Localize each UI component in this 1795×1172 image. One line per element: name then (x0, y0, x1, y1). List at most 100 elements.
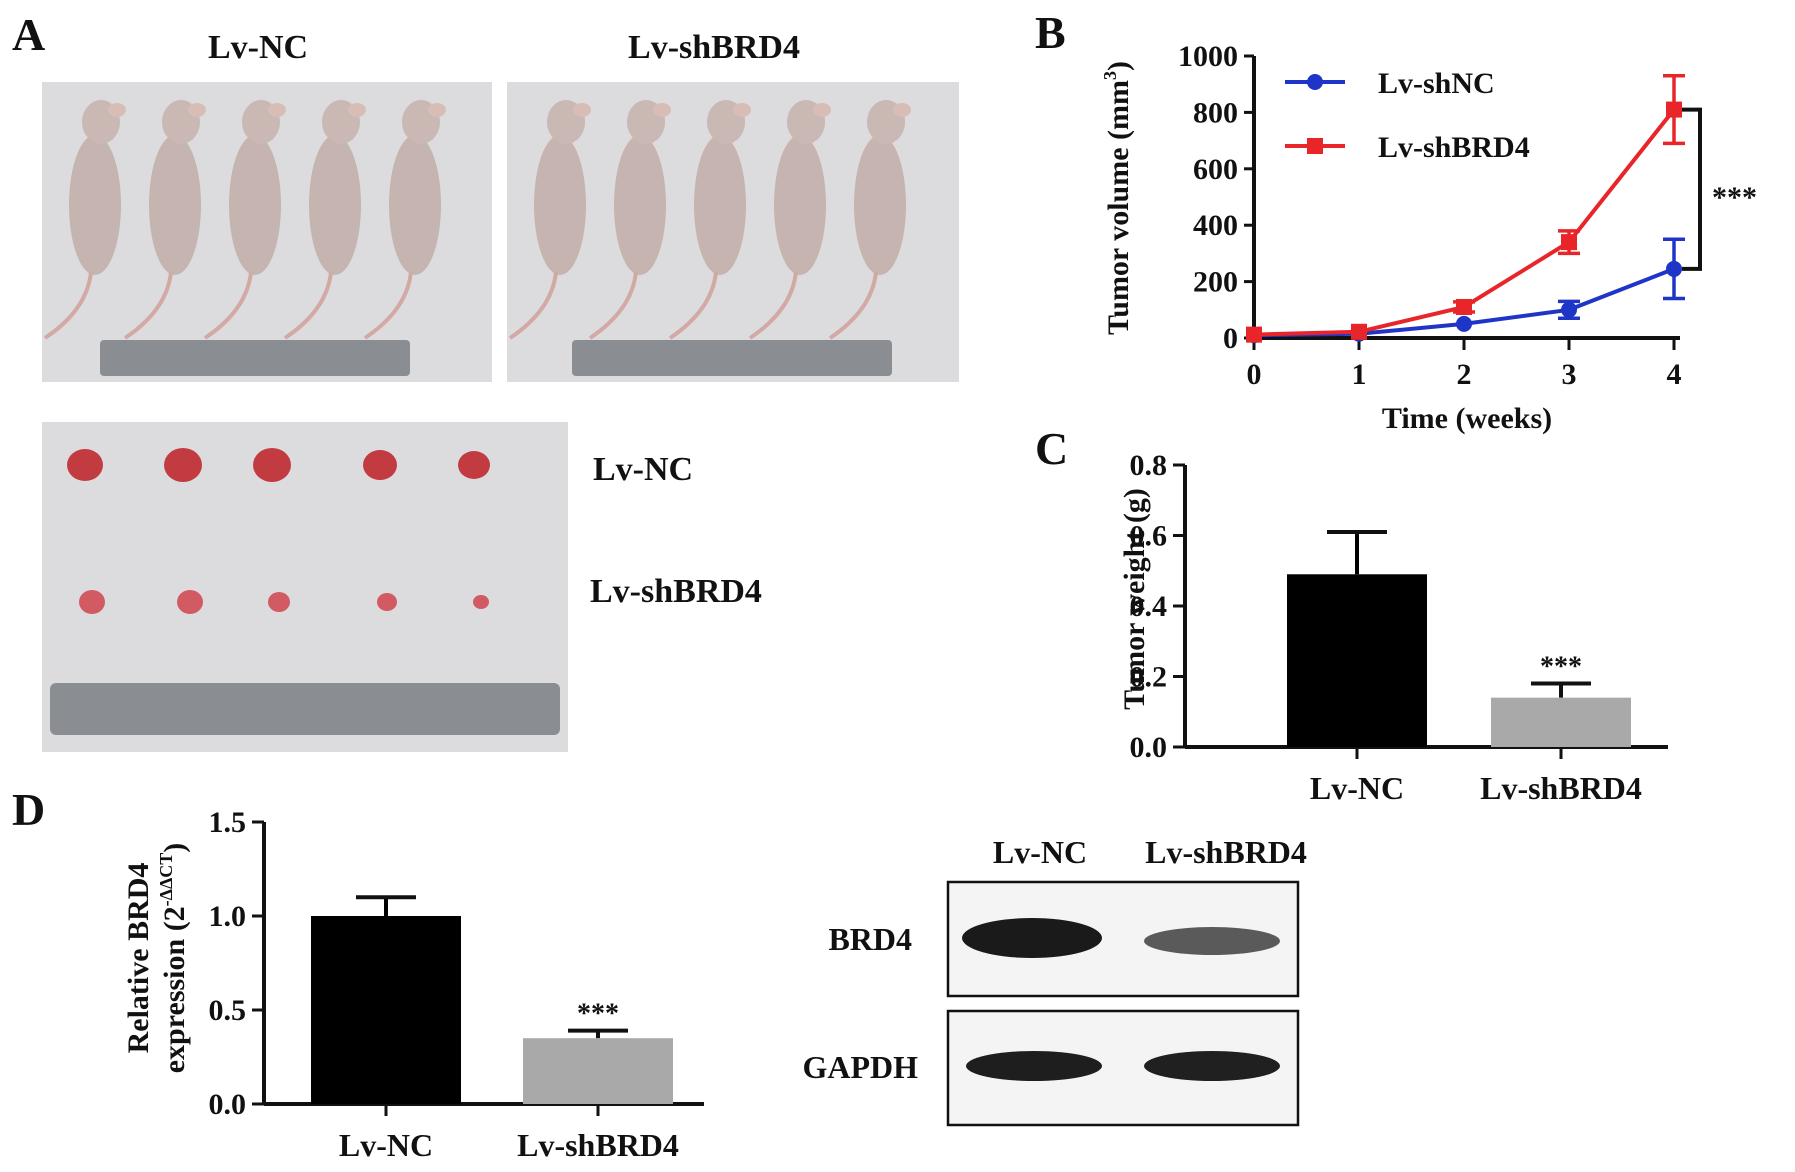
mouse-icon (283, 100, 366, 340)
blot-band (1144, 1051, 1280, 1081)
mouse-icon (828, 100, 911, 340)
bar-lv-nc (1287, 574, 1427, 747)
mouse-icon (668, 100, 751, 340)
mice-photo-shbrd4 (507, 82, 959, 382)
bar-lv-shbrd4 (1491, 697, 1631, 747)
ruler-icon (100, 340, 410, 376)
y-tick-label: 0 (1223, 322, 1238, 355)
blot-band (962, 918, 1102, 958)
tumor-icon (79, 590, 105, 614)
y-tick-label: 1.5 (209, 806, 247, 839)
panel-letter-a: A (12, 9, 45, 60)
y-tick-label: 0.8 (1130, 449, 1168, 482)
tumor-icon (377, 593, 397, 611)
panel-d-bar-chart: D 0.0 0.5 1.0 1.5 Lv-NC Lv-shBRD4 *** Relative… (12, 784, 704, 1163)
legend-marker (1307, 74, 1323, 90)
x-tick-label: 2 (1457, 358, 1472, 391)
x-tick-label: 1 (1352, 358, 1367, 391)
mice-group-nc (43, 100, 446, 340)
y-tick-label: 1.0 (209, 900, 247, 933)
mouse-icon (123, 100, 206, 340)
chart-c-axes: 0.0 0.2 0.4 0.6 0.8 Lv-NC Lv-shBRD4 *** (1130, 449, 1668, 806)
y-tick-label: 0.4 (1130, 590, 1168, 623)
tumor-icon (177, 590, 203, 614)
y-tick-label: 0.2 (1130, 661, 1168, 694)
x-tick-label: Lv-NC (1310, 770, 1404, 806)
y-tick-label: 0.5 (209, 994, 247, 1027)
chart-d-ylabel-line1: Relative BRD4 (122, 863, 155, 1054)
tumor-icon (67, 449, 103, 481)
chart-d-axes: 0.0 0.5 1.0 1.5 Lv-NC Lv-shBRD4 *** (209, 806, 704, 1163)
blot-band (966, 1051, 1102, 1081)
chart-b-xlabel: Time (weeks) (1382, 402, 1552, 435)
chart-d-ylabel-line2: expression (2-ΔΔCT) (156, 843, 191, 1074)
mouse-icon (363, 100, 446, 340)
mice-label-nc: Lv-NC (208, 29, 308, 66)
bar-lv-shbrd4 (523, 1038, 673, 1104)
significance-label: *** (1712, 181, 1757, 214)
chart-b-ylabel: Tumor volume (mm3) (1100, 61, 1135, 335)
data-point (1456, 315, 1472, 332)
legend-label: Lv-shBRD4 (1378, 131, 1530, 164)
data-point (1456, 298, 1472, 315)
blot-lane-label-shbrd4: Lv-shBRD4 (1145, 834, 1307, 870)
y-tick-label: 1000 (1178, 40, 1238, 73)
panel-c-bar-chart: C 0.0 0.2 0.4 0.6 0.8 Lv-NC Lv-shBRD4 *** Tumor… (1035, 423, 1668, 806)
y-tick-label: 400 (1193, 209, 1238, 242)
y-tick-label: 0.0 (1130, 731, 1168, 764)
data-point (1561, 301, 1577, 318)
chart-b-series (1246, 73, 1685, 344)
legend-label: Lv-shNC (1378, 67, 1495, 100)
x-tick-label: 0 (1247, 358, 1262, 391)
tumor-icon (253, 448, 291, 482)
y-tick-label: 800 (1193, 96, 1238, 129)
x-tick-label: Lv-shBRD4 (1480, 770, 1642, 806)
blot-strip-gapdh (946, 1009, 1300, 1127)
tumor-group (67, 448, 490, 614)
mouse-icon (203, 100, 286, 340)
significance-label: *** (1540, 652, 1582, 683)
blot-band (1144, 927, 1280, 955)
ruler-icon (572, 340, 892, 376)
mice-photo-nc (42, 82, 492, 382)
data-point (1246, 326, 1262, 343)
tumor-icon (268, 592, 290, 612)
y-tick-label: 200 (1193, 266, 1238, 299)
data-point (1666, 260, 1682, 277)
western-blot: Lv-NC Lv-shBRD4 BRD4 GAPDH (802, 834, 1307, 1127)
panel-letter-d: D (12, 784, 45, 835)
blot-strip-brd4 (946, 880, 1300, 998)
blot-row-label-gapdh: GAPDH (802, 1049, 918, 1085)
x-tick-label: 3 (1562, 358, 1577, 391)
panel-letter-c: C (1035, 423, 1068, 474)
x-tick-label: Lv-NC (339, 1127, 433, 1163)
significance-bracket (1682, 107, 1702, 271)
chart-c-ylabel: Tumor weight (g) (1118, 488, 1151, 710)
series-lv-shbrd4 (1246, 73, 1685, 343)
mouse-icon (43, 100, 126, 340)
tumor-icon (363, 450, 397, 480)
mouse-icon (508, 100, 591, 340)
series-lv-shnc (1246, 237, 1685, 344)
significance-label: *** (577, 999, 619, 1030)
data-point (1561, 234, 1577, 251)
mice-group-shbrd4 (508, 100, 911, 340)
tumor-icon (164, 448, 202, 482)
data-point (1666, 101, 1682, 118)
y-tick-label: 0.0 (209, 1088, 247, 1121)
bar-lv-nc (311, 916, 461, 1104)
chart-b-axes: 0 200 400 600 800 1000 0 1 2 3 4 *** (1178, 40, 1757, 391)
y-tick-label: 600 (1193, 153, 1238, 186)
tumor-row-label-shbrd4: Lv-shBRD4 (590, 573, 762, 610)
x-tick-label: 4 (1667, 358, 1682, 391)
ruler-icon (50, 683, 560, 735)
mouse-icon (588, 100, 671, 340)
tumor-icon (458, 451, 490, 479)
tumor-photo (42, 422, 568, 752)
chart-b-legend: Lv-shNC Lv-shBRD4 (1285, 67, 1530, 164)
data-point (1351, 323, 1367, 340)
panel-letter-b: B (1035, 7, 1066, 58)
x-tick-label: Lv-shBRD4 (517, 1127, 679, 1163)
